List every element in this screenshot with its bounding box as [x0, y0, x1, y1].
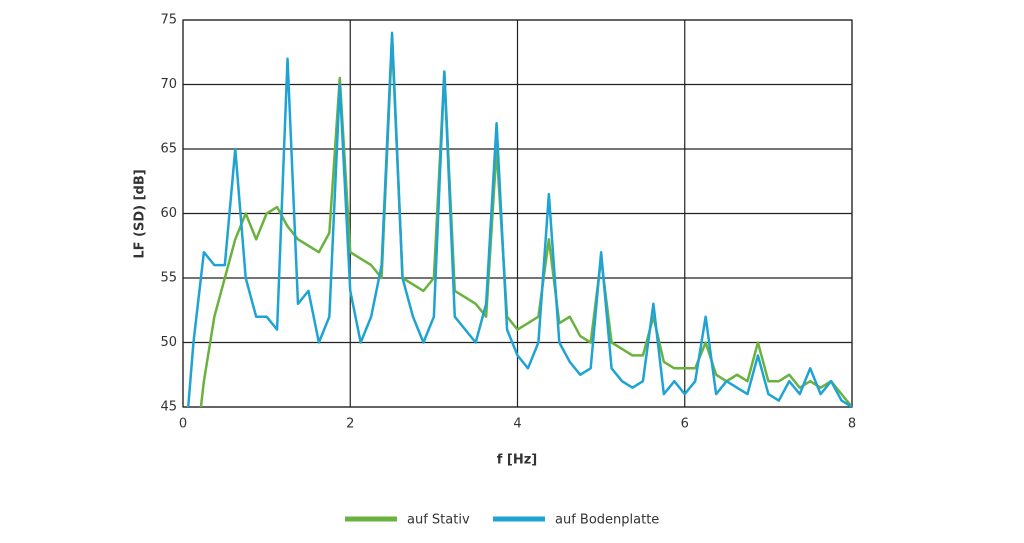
x-tick-label: 4: [513, 417, 521, 432]
y-tick-label: 70: [160, 77, 177, 92]
series-line: [186, 31, 852, 407]
legend-label: auf Stativ: [407, 513, 470, 528]
x-tick-label: 8: [848, 417, 856, 432]
y-tick-label: 45: [160, 400, 177, 415]
x-tick-label: 0: [179, 417, 187, 432]
x-tick-label: 2: [346, 417, 354, 432]
y-axis-title: LF (SD) [dB]: [133, 169, 148, 258]
x-tick-label: 6: [681, 417, 689, 432]
x-axis-title: f [Hz]: [497, 453, 538, 468]
y-tick-label: 60: [160, 206, 177, 221]
y-tick-label: 65: [160, 142, 177, 157]
y-tick-label: 75: [160, 13, 177, 28]
y-tick-label: 55: [160, 271, 177, 286]
plot-area: [186, 31, 852, 407]
y-tick-label: 50: [160, 335, 177, 350]
legend-label: auf Bodenplatte: [555, 513, 659, 528]
